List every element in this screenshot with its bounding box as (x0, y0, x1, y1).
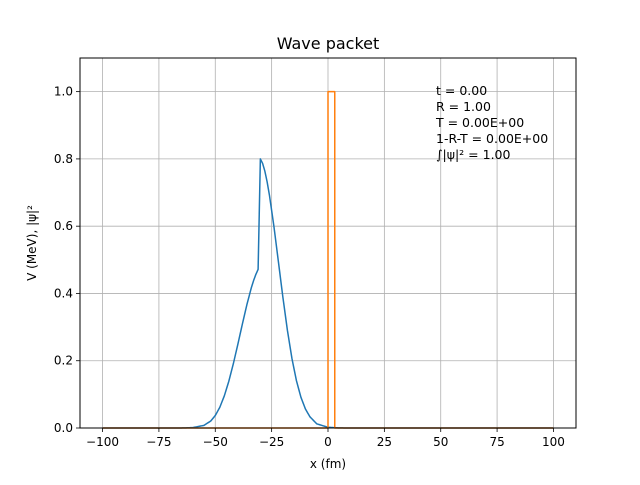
annotation-line: T = 0.00E+00 (435, 115, 524, 130)
x-tick-label: 100 (542, 435, 565, 449)
y-axis-label: V (MeV), |ψ|² (25, 205, 39, 281)
x-axis-label: x (fm) (310, 457, 346, 471)
annotation-block: t = 0.00R = 1.00T = 0.00E+001-R-T = 0.00… (435, 83, 548, 162)
y-tick-label: 0.2 (54, 354, 73, 368)
y-tick-label: 0.8 (54, 152, 73, 166)
annotation-line: 1-R-T = 0.00E+00 (436, 131, 548, 146)
ticks: −100 −75 −50 −25 0 25 50 75 100 0.0 0.2 0.4 0.6 0.8 1.… (54, 85, 565, 449)
x-tick-label: 0 (324, 435, 332, 449)
x-tick-label: −50 (203, 435, 228, 449)
y-tick-label: 0.6 (54, 219, 73, 233)
x-tick-label: −75 (146, 435, 171, 449)
annotation-line: ∫|ψ|² = 1.00 (436, 147, 510, 162)
y-tick-label: 0.4 (54, 286, 73, 300)
y-tick-label: 1.0 (54, 85, 73, 99)
x-tick-label: −100 (86, 435, 119, 449)
annotation-line: R = 1.00 (436, 99, 491, 114)
chart-title: Wave packet (277, 34, 380, 53)
y-tick-label: 0.0 (54, 421, 73, 435)
x-tick-label: −25 (259, 435, 284, 449)
x-tick-label: 50 (433, 435, 448, 449)
x-tick-label: 75 (489, 435, 504, 449)
annotation-line: t = 0.00 (436, 83, 487, 98)
x-tick-label: 25 (377, 435, 392, 449)
